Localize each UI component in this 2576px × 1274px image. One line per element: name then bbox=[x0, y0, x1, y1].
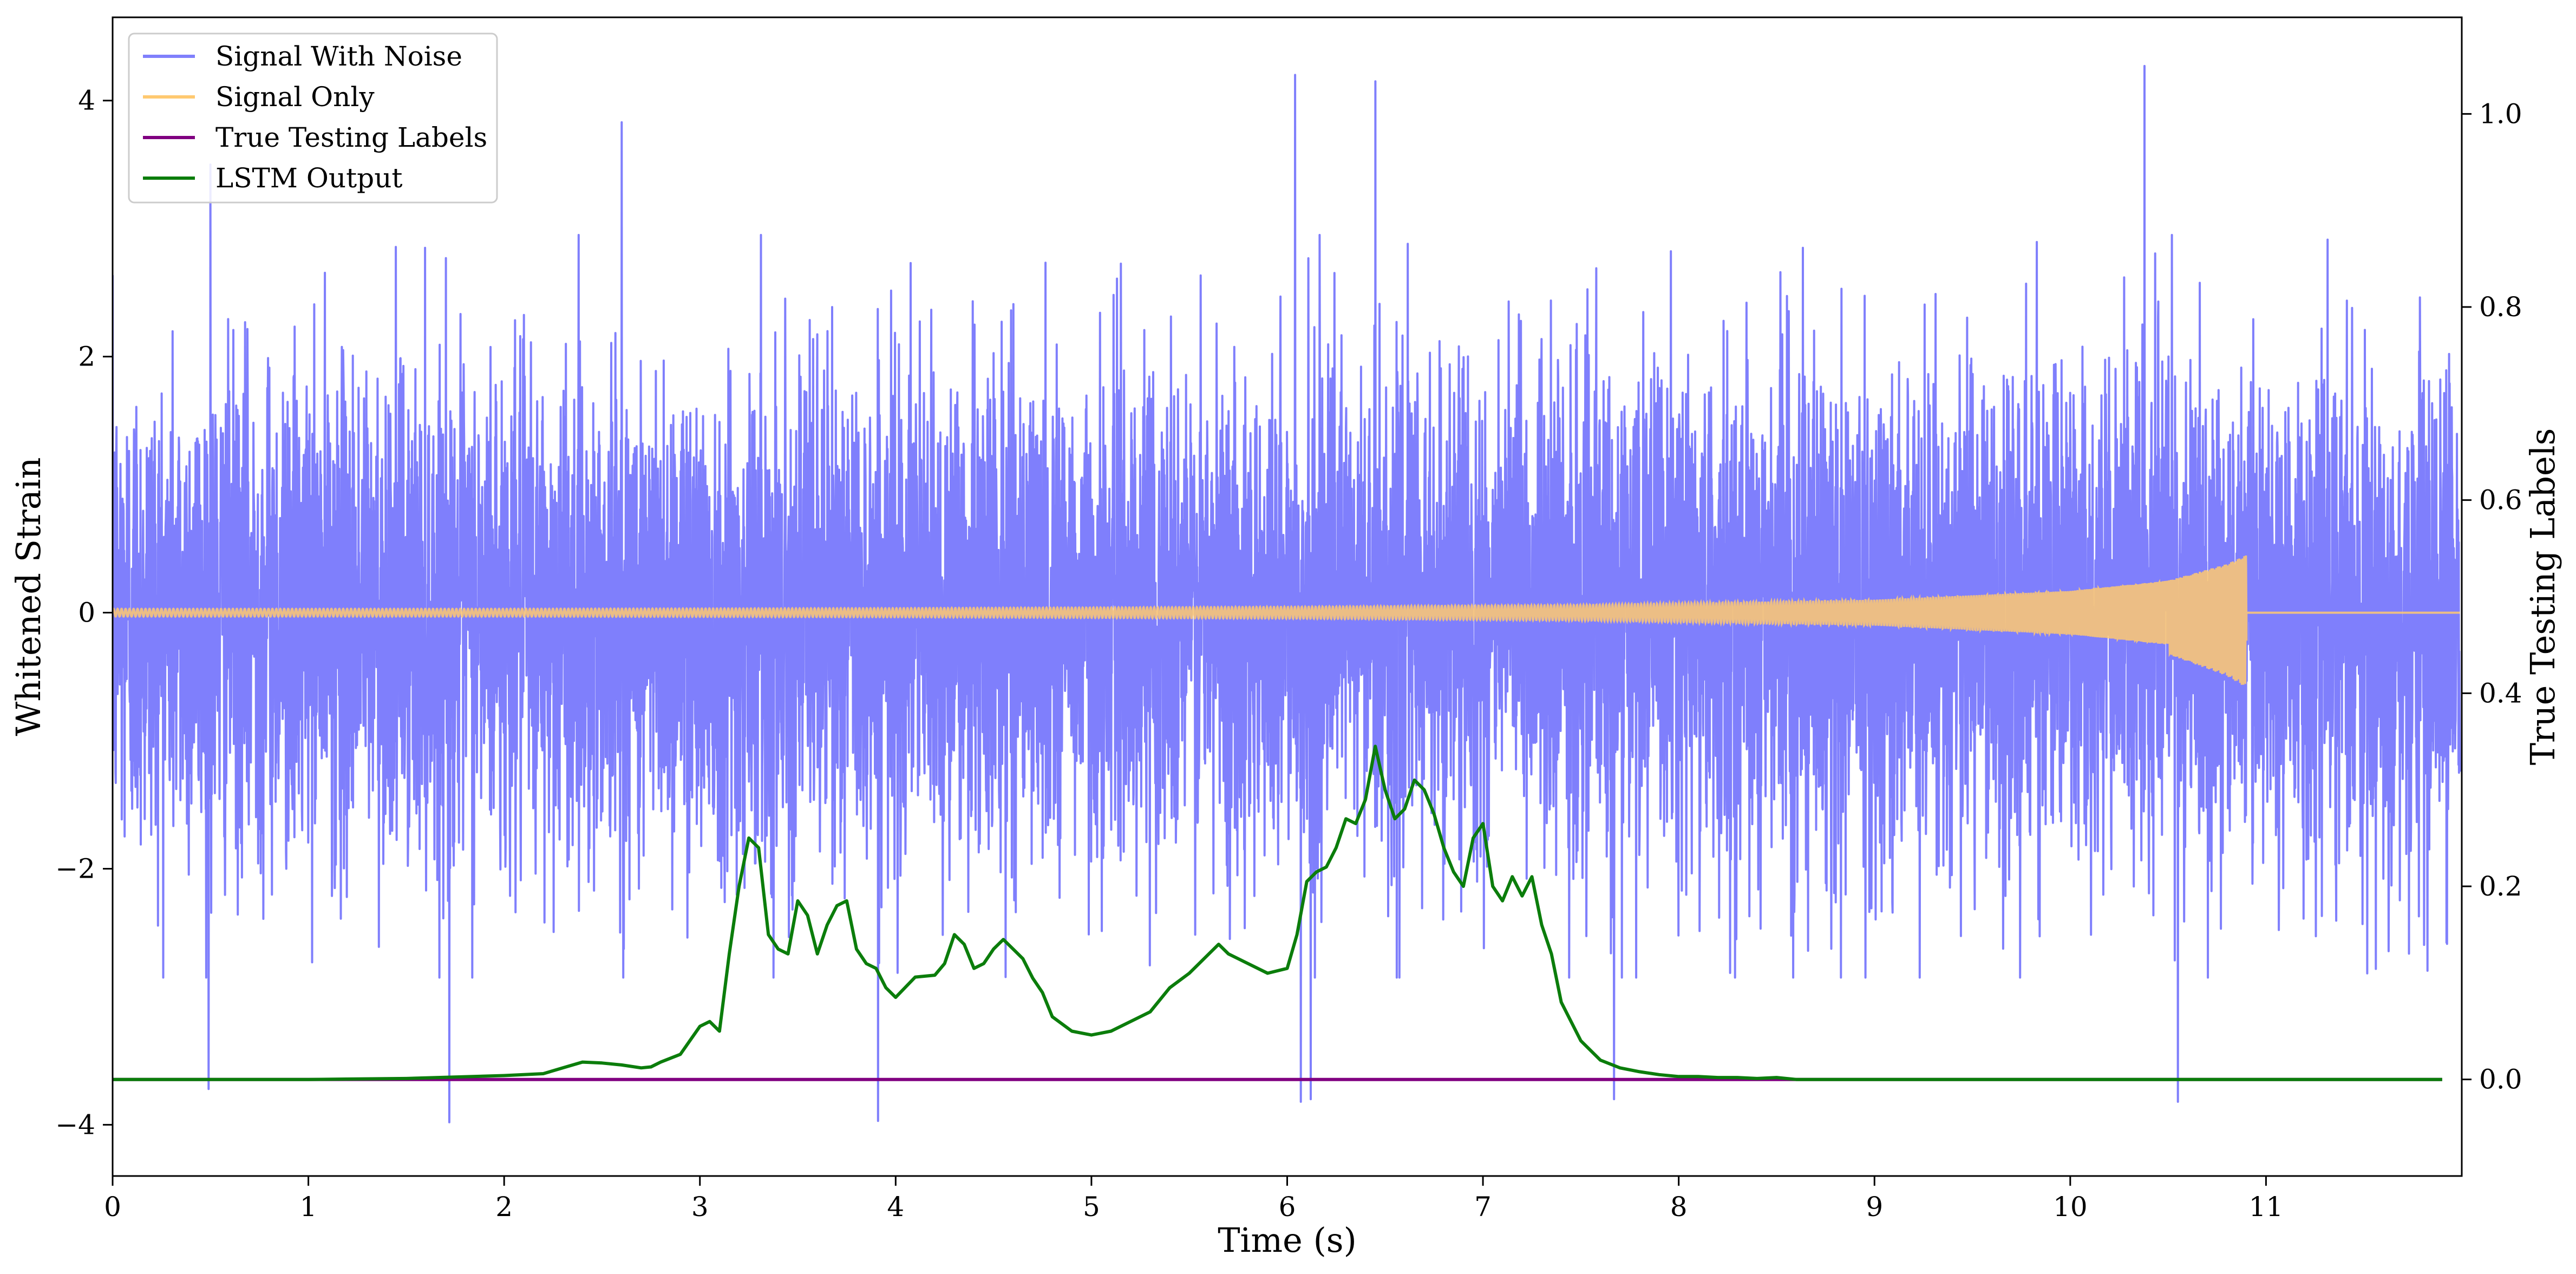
y-left-tick-label: 4 bbox=[78, 85, 95, 116]
legend-label: Signal Only bbox=[215, 81, 375, 113]
y-left-axis-label: Whitened Strain bbox=[9, 458, 48, 736]
x-tick-label: 3 bbox=[691, 1191, 709, 1223]
axes: 0 1 2 3 4 5 6 7 8 9 10 11 −4 −2 0 2 4 0.0 0.2 0.4 0.6 0.8 1.0 T… bbox=[9, 16, 2562, 1260]
y-right-tick-label: 0.2 bbox=[2479, 871, 2522, 902]
x-tick-label: 11 bbox=[2249, 1191, 2284, 1223]
legend-item-lstm-output: LSTM Output bbox=[143, 162, 402, 194]
y-left-tick-label: −4 bbox=[55, 1109, 95, 1140]
series-signal-only bbox=[113, 555, 2460, 685]
y-left-tick-label: 2 bbox=[78, 341, 95, 373]
y-left-tick-label: 0 bbox=[78, 597, 95, 629]
x-tick-label: 4 bbox=[887, 1191, 904, 1223]
y-right-tick-label: 0.4 bbox=[2479, 677, 2522, 709]
plot-area bbox=[113, 64, 2461, 1123]
x-tick-label: 6 bbox=[1279, 1191, 1296, 1223]
legend-item-signal-with-noise: Signal With Noise bbox=[143, 41, 462, 72]
x-tick-label: 2 bbox=[495, 1191, 513, 1223]
x-tick-label: 1 bbox=[300, 1191, 317, 1223]
legend-item-signal-only: Signal Only bbox=[143, 81, 375, 113]
x-axis-label: Time (s) bbox=[1218, 1220, 1357, 1260]
legend-item-true-testing-labels: True Testing Labels bbox=[143, 122, 487, 153]
legend-label: True Testing Labels bbox=[215, 122, 487, 153]
y-right-tick-label: 0.0 bbox=[2479, 1064, 2522, 1095]
y-right-tick-label: 1.0 bbox=[2479, 98, 2522, 129]
y-right-tick-label: 0.8 bbox=[2479, 291, 2522, 323]
legend: Signal With Noise Signal Only True Testing… bbox=[128, 32, 498, 204]
lstm-output-line bbox=[113, 744, 2442, 1081]
x-tick-label: 9 bbox=[1866, 1191, 1883, 1223]
signal-only-line bbox=[113, 555, 2460, 685]
y-left-tick-label: −2 bbox=[55, 853, 95, 884]
legend-box bbox=[128, 32, 498, 204]
y-right-axis-label: True Testing Labels bbox=[2523, 428, 2562, 766]
legend-label: LSTM Output bbox=[215, 162, 402, 194]
x-tick-label: 7 bbox=[1474, 1191, 1492, 1223]
legend-label: Signal With Noise bbox=[215, 41, 462, 72]
x-tick-label: 5 bbox=[1083, 1191, 1100, 1223]
y-right-tick-label: 0.6 bbox=[2479, 485, 2522, 516]
x-tick-label: 8 bbox=[1670, 1191, 1688, 1223]
x-tick-label: 10 bbox=[2053, 1191, 2088, 1223]
x-tick-label: 0 bbox=[104, 1191, 121, 1223]
